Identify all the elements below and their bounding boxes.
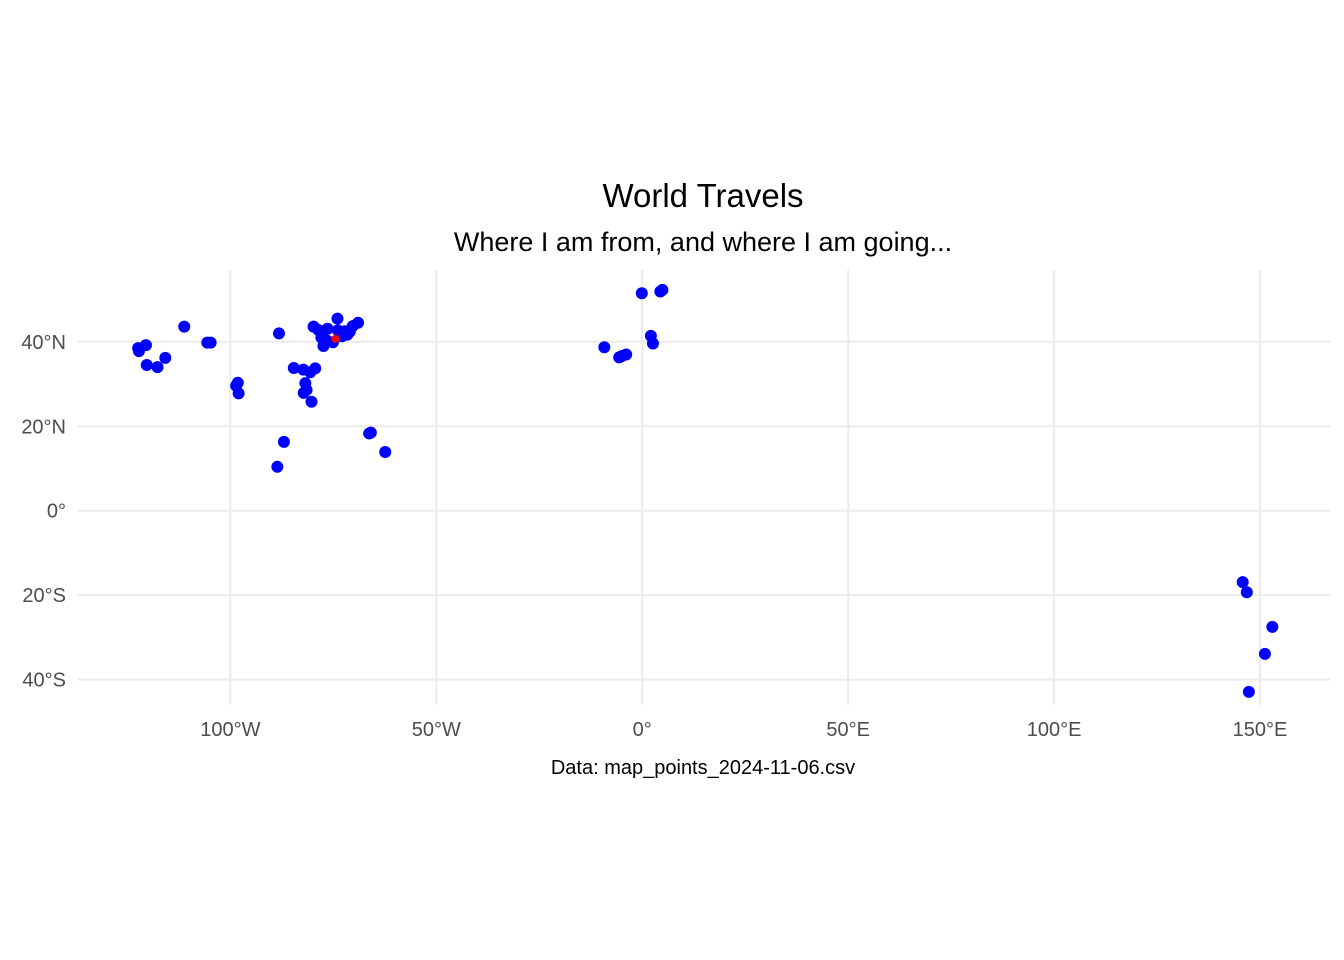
chart-title: World Travels [602, 177, 803, 214]
travel-point [635, 287, 648, 300]
travel-point [1258, 647, 1271, 660]
x-axis-ticks: 100°W 50°W 0° 50°E 100°E 150°E [200, 719, 1287, 741]
x-tick-label: 100°W [200, 719, 260, 741]
travel-point [598, 341, 611, 354]
highlight-point [331, 334, 340, 343]
travel-point [305, 395, 318, 408]
travel-point [331, 312, 344, 325]
travel-points [132, 283, 1279, 698]
travel-point [300, 383, 313, 396]
travel-point [656, 283, 669, 296]
y-axis-ticks: 40°N 20°N 0° 20°S 40°S [21, 332, 66, 692]
travel-point [231, 376, 244, 389]
x-tick-label: 150°E [1233, 719, 1288, 741]
travel-point [379, 446, 392, 459]
travel-point [646, 337, 659, 350]
travel-point [321, 322, 334, 335]
travel-point [151, 361, 164, 374]
chart-caption: Data: map_points_2024-11-06.csv [551, 757, 855, 779]
travel-point [178, 320, 191, 333]
chart-subtitle: Where I am from, and where I am going... [454, 227, 952, 257]
travel-point [204, 336, 217, 349]
y-tick-label: 40°N [21, 332, 66, 354]
travel-point [140, 359, 153, 372]
x-tick-label: 0° [633, 719, 652, 741]
travel-point [277, 435, 290, 448]
travel-point [1236, 576, 1249, 589]
highlight-point-layer [331, 334, 340, 343]
travel-point [620, 348, 633, 361]
travel-point [232, 387, 245, 400]
y-tick-label: 0° [47, 501, 66, 523]
travel-point [272, 327, 285, 340]
travel-point [159, 351, 172, 364]
travel-point [139, 339, 152, 352]
x-tick-label: 50°W [412, 719, 461, 741]
travel-point [1240, 586, 1253, 599]
y-tick-label: 20°S [22, 585, 66, 607]
x-tick-label: 100°E [1027, 719, 1082, 741]
travel-point [364, 426, 377, 439]
y-tick-label: 40°S [22, 670, 66, 692]
y-tick-label: 20°N [21, 416, 66, 438]
travel-point [271, 460, 284, 473]
travel-point [1242, 685, 1255, 698]
travel-point [1266, 620, 1279, 633]
travel-point [352, 316, 365, 329]
gridlines [78, 270, 1330, 705]
travel-point [304, 366, 317, 379]
x-tick-label: 50°E [826, 719, 870, 741]
